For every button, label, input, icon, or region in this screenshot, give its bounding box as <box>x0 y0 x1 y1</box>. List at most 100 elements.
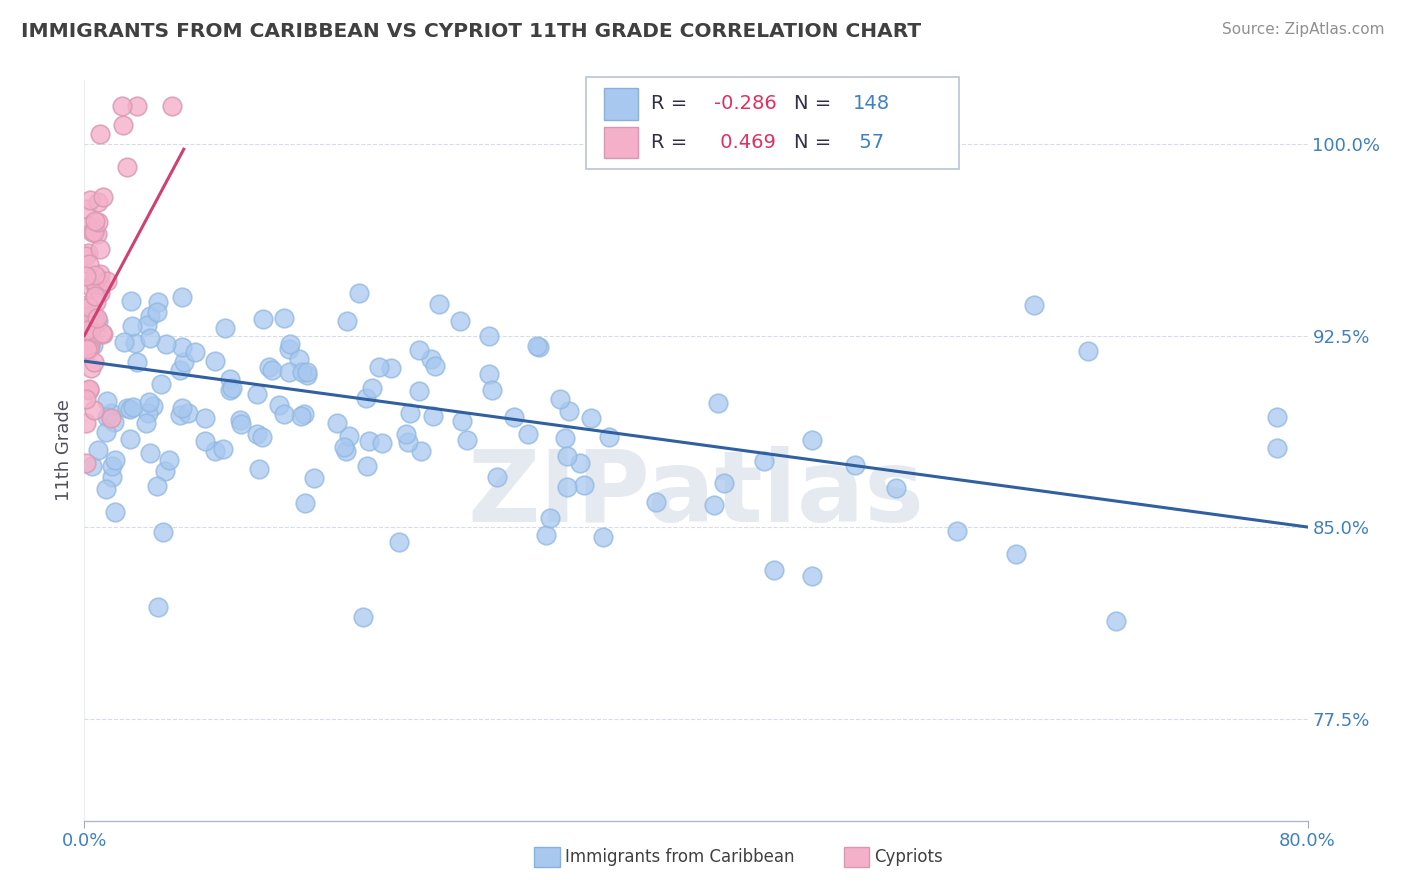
Text: IMMIGRANTS FROM CARIBBEAN VS CYPRIOT 11TH GRADE CORRELATION CHART: IMMIGRANTS FROM CARIBBEAN VS CYPRIOT 11T… <box>21 22 921 41</box>
Point <box>138 394 160 409</box>
Point <box>273 310 295 325</box>
Point <box>157 453 180 467</box>
Point <box>89 128 111 142</box>
Point <box>884 482 907 496</box>
Bar <box>605 127 638 158</box>
Point <box>169 362 191 376</box>
Point <box>87 195 110 210</box>
Point <box>554 431 576 445</box>
Point <box>229 413 252 427</box>
Point <box>273 407 295 421</box>
Point <box>135 417 157 431</box>
Point <box>526 339 548 353</box>
Point <box>75 392 97 406</box>
Point <box>77 382 100 396</box>
Point <box>326 417 349 431</box>
Point <box>396 435 419 450</box>
Point <box>229 417 252 431</box>
Point <box>598 430 620 444</box>
Point <box>204 443 226 458</box>
Point <box>352 610 374 624</box>
Point <box>592 530 614 544</box>
Point <box>194 434 217 449</box>
Point <box>278 365 301 379</box>
Point <box>219 372 242 386</box>
Point <box>101 458 124 473</box>
Point <box>75 416 97 430</box>
Point <box>91 190 114 204</box>
Point <box>169 409 191 423</box>
Point <box>419 351 441 366</box>
Point <box>347 285 370 300</box>
Point <box>100 410 122 425</box>
FancyBboxPatch shape <box>586 77 959 169</box>
Point <box>79 300 101 314</box>
Text: ZIPatlas: ZIPatlas <box>468 446 924 543</box>
Point <box>558 404 581 418</box>
Point <box>278 336 301 351</box>
Point <box>96 482 118 496</box>
Point <box>146 478 169 492</box>
Point <box>221 381 243 395</box>
Point <box>86 295 108 310</box>
Point <box>87 271 110 285</box>
Point <box>89 242 111 256</box>
Text: Cypriots: Cypriots <box>875 848 943 866</box>
Point <box>337 429 360 443</box>
Point <box>96 393 118 408</box>
Point <box>75 334 97 349</box>
Point <box>142 400 165 414</box>
Point <box>80 458 103 473</box>
Point <box>152 524 174 539</box>
Point <box>83 289 105 303</box>
Point <box>246 427 269 442</box>
Point <box>96 425 118 440</box>
Point <box>360 381 382 395</box>
Point <box>96 274 118 288</box>
Point <box>120 293 142 308</box>
Point <box>176 406 198 420</box>
Point <box>409 443 432 458</box>
Point <box>112 118 135 132</box>
Point <box>707 396 730 410</box>
Point <box>172 340 194 354</box>
Point <box>125 355 148 369</box>
Point <box>1022 297 1045 311</box>
Point <box>77 343 100 357</box>
Point <box>112 334 135 349</box>
Point <box>399 406 422 420</box>
Point <box>290 409 312 423</box>
Point <box>762 563 785 577</box>
Point <box>569 456 592 470</box>
Point <box>260 363 283 377</box>
Point <box>380 361 402 376</box>
Point <box>79 339 101 353</box>
Point <box>104 505 127 519</box>
Text: N =: N = <box>794 95 831 113</box>
Text: -0.286: -0.286 <box>714 95 778 113</box>
Point <box>548 392 571 406</box>
Point <box>359 434 381 448</box>
Point <box>101 470 124 484</box>
Point <box>170 401 193 415</box>
Point <box>1004 547 1026 561</box>
Point <box>371 436 394 450</box>
Point <box>356 459 378 474</box>
Point <box>184 344 207 359</box>
Point <box>257 359 280 374</box>
Text: 57: 57 <box>852 133 883 152</box>
Point <box>80 315 103 329</box>
Point <box>247 462 270 476</box>
Point <box>945 524 967 538</box>
Point <box>250 430 273 444</box>
Point <box>336 314 359 328</box>
Point <box>75 456 97 470</box>
Point <box>86 310 108 325</box>
Point <box>79 309 101 323</box>
Point <box>1265 410 1288 425</box>
Point <box>80 332 103 346</box>
Point <box>146 599 169 614</box>
Point <box>80 225 103 239</box>
Point <box>267 398 290 412</box>
Point <box>148 295 170 310</box>
